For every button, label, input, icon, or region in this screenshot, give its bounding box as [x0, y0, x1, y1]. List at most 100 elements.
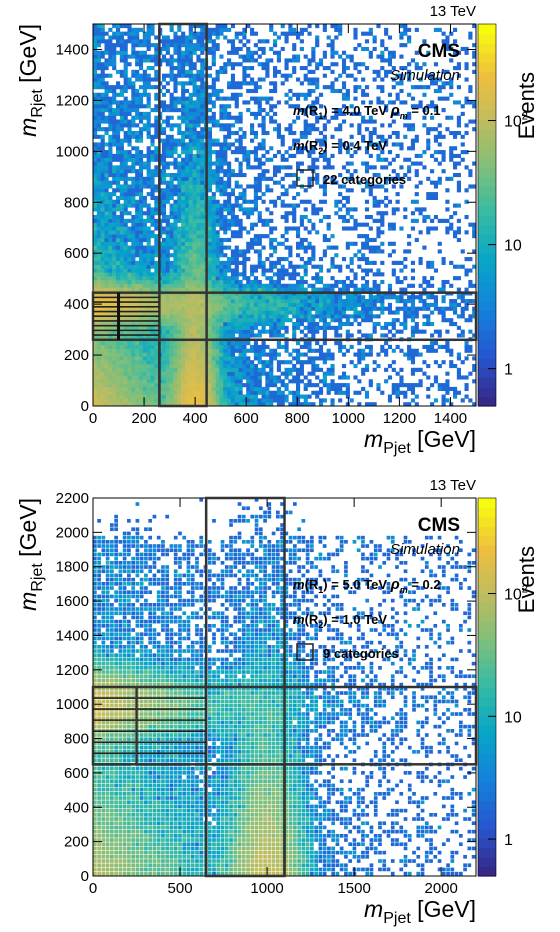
heatmap-cell: [414, 352, 419, 357]
heatmap-cell: [315, 375, 320, 380]
heatmap-cell: [449, 153, 454, 158]
heatmap-cell: [387, 253, 393, 258]
heatmap-cell: [326, 383, 331, 388]
heatmap-cell: [403, 390, 408, 395]
heatmap-cell: [380, 100, 385, 105]
heatmap-cell: [196, 226, 201, 231]
heatmap-cell: [119, 241, 124, 246]
heatmap-cell: [135, 226, 140, 231]
heatmap-cell: [257, 104, 262, 109]
heatmap-cell: [387, 199, 393, 204]
heatmap-cell: [399, 390, 404, 395]
heatmap-cell: [250, 111, 255, 116]
heatmap-cell: [100, 356, 105, 361]
heatmap-cell: [115, 230, 121, 235]
heatmap-cell: [364, 222, 370, 227]
heatmap-cell: [227, 218, 232, 223]
heatmap-cell: [338, 199, 343, 204]
heatmap-cell: [181, 218, 186, 223]
heatmap-cell: [104, 306, 109, 311]
heatmap-cell: [230, 260, 236, 265]
heatmap-cell: [437, 134, 442, 139]
heatmap-cell: [437, 218, 442, 223]
heatmap-cell: [246, 314, 251, 319]
heatmap-cell: [261, 172, 266, 178]
heatmap-cell: [257, 371, 262, 376]
heatmap-cell: [311, 295, 316, 300]
heatmap-cell: [227, 268, 232, 273]
heatmap-cell: [284, 310, 289, 315]
heatmap-cell: [142, 375, 147, 380]
heatmap-cell: [368, 165, 373, 170]
heatmap-cell: [391, 207, 396, 212]
heatmap-cell: [238, 371, 243, 376]
heatmap-cell: [93, 153, 98, 158]
heatmap-cell: [131, 92, 136, 97]
heatmap-cell: [261, 192, 266, 197]
heatmap-cell: [307, 356, 312, 361]
heatmap-cell: [142, 176, 147, 181]
heatmap-cell: [142, 394, 147, 399]
heatmap-cell: [138, 211, 144, 216]
heatmap-cell: [146, 165, 151, 170]
heatmap-cell: [334, 314, 339, 319]
heatmap-cell: [215, 402, 220, 406]
heatmap-cell: [253, 96, 258, 101]
heatmap-cell: [196, 279, 201, 285]
heatmap-cell: [131, 287, 136, 292]
heatmap-cell: [441, 157, 446, 162]
heatmap-cell: [334, 295, 339, 300]
heatmap-cell: [269, 321, 274, 327]
heatmap-cell: [108, 356, 113, 361]
heatmap-cell: [453, 130, 458, 136]
heatmap-cell: [238, 161, 243, 166]
heatmap-cell: [192, 176, 197, 181]
heatmap-cell: [196, 295, 201, 300]
heatmap-cell: [433, 157, 438, 162]
heatmap-cell: [131, 279, 136, 285]
heatmap-cell: [223, 127, 228, 132]
heatmap-cell: [418, 207, 423, 212]
heatmap-cell: [177, 211, 182, 216]
heatmap-cell: [200, 188, 205, 193]
heatmap-cell: [181, 341, 186, 346]
heatmap-cell: [311, 207, 316, 212]
heatmap-cell: [276, 257, 281, 262]
heatmap-cell: [100, 299, 105, 304]
heatmap-cell: [227, 371, 232, 376]
heatmap-cell: [104, 383, 109, 388]
heatmap-cell: [177, 295, 182, 300]
heatmap-cell: [349, 241, 354, 246]
heatmap-cell: [460, 314, 465, 319]
heatmap-cell: [410, 383, 416, 388]
heatmap-cell: [150, 142, 155, 147]
heatmap-cell: [227, 295, 232, 300]
heatmap-cell: [292, 306, 297, 311]
heatmap-cell: [211, 344, 216, 349]
heatmap-cell: [119, 222, 124, 227]
heatmap-cell: [142, 249, 147, 254]
heatmap-cell: [414, 394, 419, 399]
heatmap-cell: [238, 329, 243, 334]
heatmap-cell: [219, 367, 224, 372]
heatmap-cell: [96, 341, 101, 346]
heatmap-cell: [196, 383, 201, 388]
heatmap-cell: [184, 314, 190, 319]
heatmap-cell: [395, 310, 400, 315]
heatmap-cell: [472, 402, 476, 406]
heatmap-cell: [376, 306, 381, 311]
heatmap-cell: [115, 146, 121, 151]
heatmap-cell: [223, 153, 228, 158]
heatmap-cell: [219, 394, 224, 399]
heatmap-cell: [146, 257, 151, 262]
heatmap-cell: [280, 199, 285, 204]
heatmap-cell: [177, 363, 182, 369]
heatmap-cell: [311, 203, 316, 208]
heatmap-cell: [177, 375, 182, 380]
heatmap-cell: [322, 253, 327, 258]
heatmap-cell: [112, 134, 117, 139]
heatmap-cell: [341, 203, 347, 208]
heatmap-cell: [399, 184, 404, 189]
heatmap-cell: [200, 241, 205, 246]
heatmap-cell: [131, 192, 136, 197]
